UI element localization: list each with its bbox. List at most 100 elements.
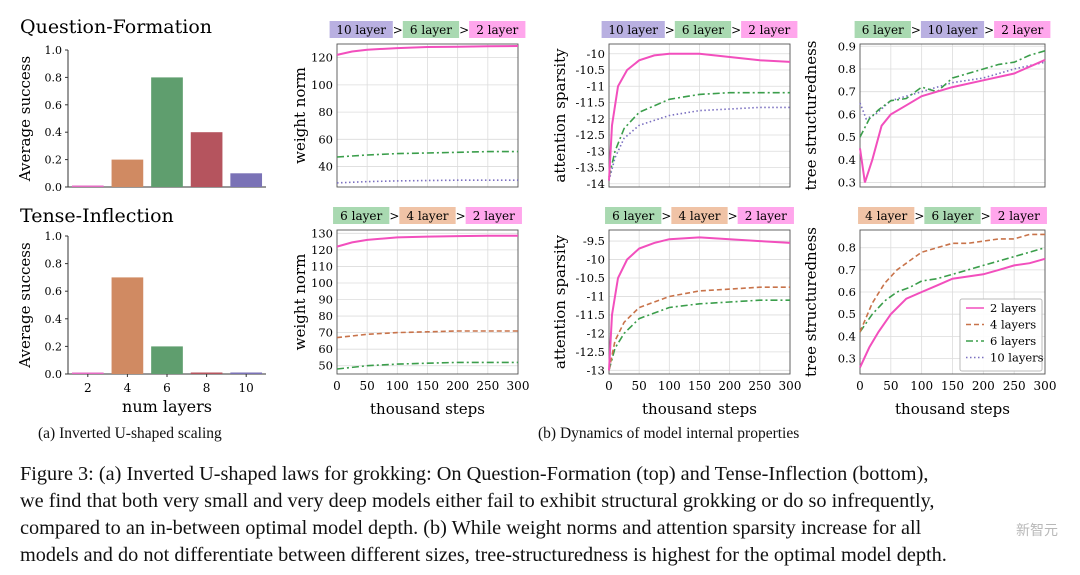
series-line-6-layers	[859, 50, 1046, 138]
x-tick-label: 10	[239, 381, 254, 395]
x-tick-label: 100	[386, 379, 409, 393]
ordering-badge-label: 6 layer	[862, 23, 904, 37]
legend-label: 2 layers	[990, 301, 1036, 315]
ordering-badge-label: 2 layer	[745, 209, 787, 223]
x-axis-label: num layers	[122, 397, 212, 416]
ordering-badge-label: 2 layer	[476, 23, 518, 37]
y-tick-label: 0.3	[838, 351, 856, 365]
x-tick-label: 150	[416, 379, 439, 393]
x-tick-label: 250	[476, 379, 499, 393]
x-tick-label: 200	[972, 379, 995, 393]
ordering-separator: >	[393, 23, 403, 37]
ordering-badge-label: 4 layer	[406, 209, 448, 223]
bar-6-layers	[151, 346, 183, 374]
y-tick-label: 0.3	[838, 175, 856, 189]
bar-10-layers	[230, 372, 263, 374]
x-tick-label: 300	[779, 379, 802, 393]
y-tick-label: 0.6	[838, 107, 856, 121]
bar-chart-qf_bar: 0.0 0.2 0.4 0.6 0.8 1.0 Average success	[16, 44, 266, 194]
y-tick-label: -10	[586, 253, 605, 267]
x-tick-label: 50	[632, 379, 647, 393]
ordering-badge	[990, 207, 1047, 224]
ordering-badge	[465, 207, 522, 224]
series-line-4-layers	[336, 330, 518, 339]
plot-frame	[859, 229, 1046, 375]
ordering-badge-label: 2 layer	[748, 23, 790, 37]
plot-frame	[859, 43, 1046, 188]
plot-frame	[336, 229, 519, 375]
caption-line: Figure 3: (a) Inverted U-shaped laws for…	[20, 463, 929, 485]
x-tick-label: 100	[658, 379, 681, 393]
ordering-badge	[671, 207, 728, 224]
series-line-6-layers	[336, 150, 518, 158]
series-line-2-layers	[608, 52, 791, 181]
bar-8-layers	[190, 372, 223, 374]
line-chart-qf_tree: 0.3 0.4 0.5 0.6 0.7 0.8 0.9 tree structuredness…	[802, 21, 1051, 190]
ordering-separator: >	[984, 23, 994, 37]
y-tick-label: 0.9	[838, 39, 856, 53]
plot-frame	[608, 43, 791, 188]
y-tick-label: 0.5	[838, 307, 856, 321]
y-tick-label: 0.2	[45, 340, 63, 353]
ordering-separator: >	[728, 209, 738, 223]
ordering-badge-label: 6 layer	[612, 209, 654, 223]
y-tick-label: 0.0	[45, 181, 63, 194]
ordering-separator: >	[459, 23, 469, 37]
ordering-separator: >	[661, 209, 671, 223]
ordering-badge	[737, 207, 794, 224]
series-line-2-layers	[608, 236, 791, 371]
legend-label: 4 layers	[990, 318, 1036, 332]
y-tick-label: -11.5	[576, 96, 606, 110]
x-tick-label: 200	[718, 379, 741, 393]
y-axis-label: weight norm	[291, 67, 309, 164]
y-tick-label: 1.0	[45, 44, 63, 57]
y-axis-label: weight norm	[291, 254, 309, 351]
x-tick-label: 50	[883, 379, 898, 393]
watermark: 新智元	[1016, 523, 1058, 539]
series-line-2-layers	[859, 58, 1046, 183]
x-tick-label: 300	[1034, 379, 1057, 393]
ordering-badge-label: 10 layer	[336, 23, 386, 37]
x-tick-label: 100	[910, 379, 933, 393]
y-tick-label: 0.7	[838, 85, 856, 99]
legend-label: 10 layers	[990, 351, 1044, 365]
ordering-badge-label: 2 layer	[998, 209, 1040, 223]
y-tick-label: -10.5	[576, 271, 606, 285]
ordering-badge-label: 6 layer	[410, 23, 452, 37]
caption-line: compared to an in-between optimal model …	[20, 517, 922, 539]
y-tick-label: -13	[586, 363, 605, 377]
x-tick-label: 200	[446, 379, 469, 393]
row-title-question-formation: Question-Formation	[20, 16, 212, 38]
bar-8-layers	[190, 132, 223, 187]
series-line-2-layers	[336, 45, 519, 56]
series-line-6-layers	[859, 246, 1046, 333]
ordering-badge	[333, 207, 390, 224]
ordering-badge-label: 2 layer	[1001, 23, 1043, 37]
ordering-badge-label: 4 layer	[678, 209, 720, 223]
y-tick-label: 110	[311, 259, 333, 273]
series-line-2-layers	[859, 257, 1046, 368]
y-tick-label: 0.4	[838, 329, 856, 343]
y-tick-label: 0.6	[838, 285, 856, 299]
series-line-6-layers	[608, 299, 790, 371]
y-tick-label: -11	[586, 79, 605, 93]
ordering-badge	[858, 207, 915, 224]
ordering-badge	[994, 21, 1051, 38]
caption-line: models and do not differentiate between …	[20, 544, 947, 566]
y-tick-label: 60	[318, 132, 333, 146]
subcaption-b: (b) Dynamics of model internal propertie…	[538, 425, 800, 442]
x-axis-label: thousand steps	[895, 400, 1010, 418]
caption-line: we find that both very small and very de…	[20, 490, 935, 512]
ordering-badge	[469, 21, 526, 38]
x-tick-label: 250	[748, 379, 771, 393]
y-tick-label: 40	[318, 160, 333, 174]
ordering-separator: >	[389, 209, 399, 223]
ordering-badge-label: 6 layer	[682, 23, 724, 37]
y-tick-label: -10.5	[576, 63, 606, 77]
y-tick-label: -11	[586, 289, 605, 303]
y-tick-label: -12	[586, 112, 605, 126]
plot-frame	[608, 229, 791, 375]
figure-3: Question-Formation Tense-Inflection 0.0 0.2…	[16, 16, 1057, 442]
ordering-badge	[329, 21, 393, 38]
